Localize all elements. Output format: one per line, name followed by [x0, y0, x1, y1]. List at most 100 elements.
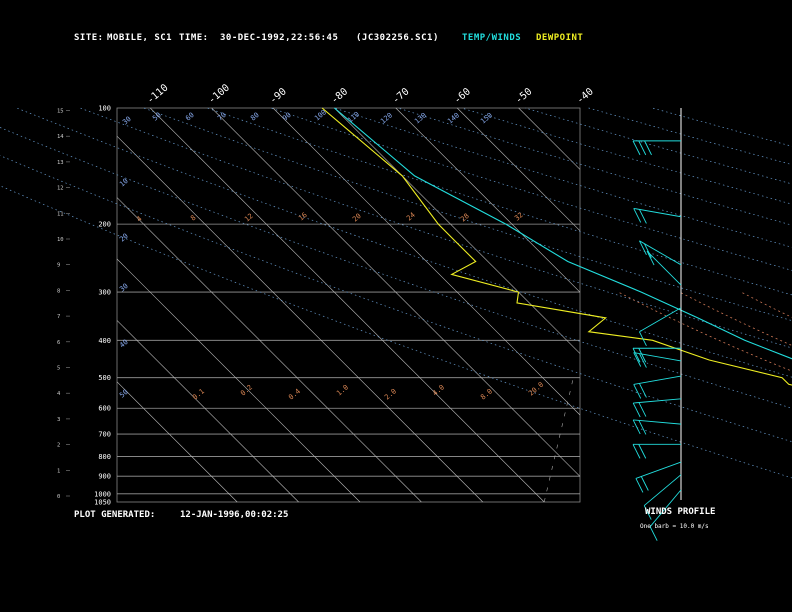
wind-barb-flag-12-0	[643, 505, 652, 520]
mixing-ratio-lower-label-0.4: 0.4	[287, 387, 302, 401]
wind-barb-flag-2-0	[639, 240, 647, 256]
dry-adiabat--20	[0, 127, 792, 409]
dry-adiabat-label-70: 70	[216, 111, 228, 123]
dry-adiabat-20	[79, 107, 792, 349]
pressure-label-600: 600	[98, 405, 111, 413]
wind-barb-flag-0-0	[632, 140, 641, 156]
dry-adiabat-label-120: 120	[379, 111, 394, 125]
mixing-ratio-lower-label-8.0: 8.0	[479, 387, 494, 401]
wind-barb-flag-6-1	[638, 353, 647, 368]
dew-legend: DEWPOINT	[536, 33, 584, 43]
wind-barb-staff-2	[639, 240, 682, 266]
left-adiabat-label-20: 20	[118, 232, 130, 244]
pressure-label-900: 900	[98, 473, 111, 481]
top-temp-label-60: -60	[452, 86, 473, 106]
left-adiabat-label-40: 40	[118, 338, 130, 350]
mixing-ratio-lower-label-4.0: 4.0	[431, 383, 446, 397]
height-label-6: 6	[57, 340, 60, 346]
wind-barb-staff-13	[649, 489, 682, 527]
temp-legend: TEMP/WINDS	[462, 33, 522, 43]
mixing-ratio-upper-label-4: 4	[135, 215, 143, 224]
plot-generated-label: PLOT GENERATED:	[74, 510, 156, 520]
left-adiabat-label-50: 50	[118, 388, 130, 400]
dry-adiabat-label-130: 130	[413, 111, 428, 125]
height-label-2: 2	[57, 443, 60, 449]
isotherm--100	[211, 107, 581, 477]
height-label-8: 8	[57, 288, 60, 294]
dry-adiabat-label-50: 50	[151, 111, 163, 123]
mixing-ratio-lower-label-0.1: 0.1	[191, 387, 206, 401]
dry-adiabat-label-90: 90	[281, 111, 293, 123]
temperature-curve	[334, 107, 792, 360]
wind-barb-staff-8	[633, 398, 682, 404]
winds-profile-title: WINDS PROFILE	[645, 507, 716, 517]
wind-barb-flag-1-1	[638, 209, 647, 224]
mixing-ratio-line-0	[543, 377, 574, 503]
isotherm--140	[116, 258, 361, 503]
dry-adiabat-80	[270, 107, 792, 271]
pressure-label-1050: 1050	[94, 499, 111, 507]
height-label-14: 14	[57, 134, 64, 140]
wind-barb-staff-4	[639, 307, 682, 333]
isotherm--110	[149, 107, 545, 503]
height-label-11: 11	[57, 211, 64, 217]
dry-adiabat-label-60: 60	[184, 111, 196, 123]
isotherm--130	[116, 197, 422, 503]
wind-barb-flag-2-1	[644, 243, 652, 258]
site-value: MOBILE, SC1	[107, 33, 173, 43]
mixing-ratio-upper-label-28: 28	[459, 212, 471, 224]
pressure-label-800: 800	[98, 453, 111, 461]
height-label-12: 12	[57, 186, 64, 192]
dry-adiabat-60	[207, 107, 792, 296]
wind-barb-staff-7	[633, 375, 682, 385]
wind-barb-flag-1-0	[633, 208, 642, 223]
height-label-4: 4	[57, 391, 61, 397]
isotherm--150	[116, 320, 299, 503]
pressure-label-700: 700	[98, 431, 111, 439]
isotherm--120	[116, 135, 484, 503]
wind-barb-flag-3-0	[646, 250, 655, 266]
top-temp-label-80: -80	[329, 86, 350, 106]
dry-adiabat-200	[652, 107, 792, 147]
mixing-ratio-upper-label-8: 8	[189, 214, 197, 223]
isotherm--60	[456, 107, 581, 232]
wind-barb-flag-10-1	[638, 444, 647, 459]
dry-adiabat-100	[334, 107, 792, 248]
wind-barb-staff-6	[633, 352, 682, 362]
dry-adiabat-label-80: 80	[249, 111, 261, 123]
mixing-ratio-lower-label-0.2: 0.2	[239, 383, 254, 397]
wind-barb-flag-6-0	[633, 352, 642, 367]
isotherm--50	[518, 107, 581, 170]
moist-adiabat-0	[618, 291, 792, 372]
isotherm--90	[272, 107, 581, 416]
dry-adiabat-140	[461, 107, 792, 205]
left-adiabat-label-10: 10	[118, 177, 130, 189]
height-label-10: 10	[57, 237, 64, 243]
moist-adiabat-20	[740, 291, 792, 318]
wind-barb-staff-3	[646, 250, 682, 286]
dry-adiabat-160	[525, 107, 792, 185]
wind-barb-flag-8-1	[638, 402, 647, 417]
pressure-label-1000: 1000	[94, 490, 111, 498]
top-temp-label-110: -110	[145, 82, 171, 106]
wind-barb-flag-0-1	[638, 140, 647, 156]
height-label-15: 15	[57, 109, 64, 115]
dry-adiabat-label-140: 140	[446, 111, 461, 125]
site-label: SITE:	[74, 33, 104, 43]
wind-barb-flag-5-1	[638, 348, 647, 363]
time-label: TIME:	[179, 33, 209, 43]
mixing-ratio-upper-label-16: 16	[297, 211, 309, 223]
height-label-1: 1	[57, 468, 60, 474]
dry-adiabat-label-30: 30	[121, 115, 133, 127]
barb-note: One barb = 10.0 m/s	[640, 523, 709, 530]
height-label-5: 5	[57, 366, 60, 372]
mixing-ratio-upper-label-12: 12	[243, 212, 255, 224]
wind-barb-flag-5-0	[632, 348, 641, 363]
dry-adiabat--60	[0, 185, 792, 479]
wind-barb-flag-9-0	[632, 419, 641, 435]
wind-barb-flag-4-0	[639, 331, 647, 346]
top-temp-label-40: -40	[575, 86, 596, 106]
mixing-ratio-upper-label-20: 20	[351, 212, 363, 224]
wind-barb-flag-7-1	[638, 383, 647, 398]
mixing-ratio-upper-label-32: 32	[513, 211, 525, 223]
